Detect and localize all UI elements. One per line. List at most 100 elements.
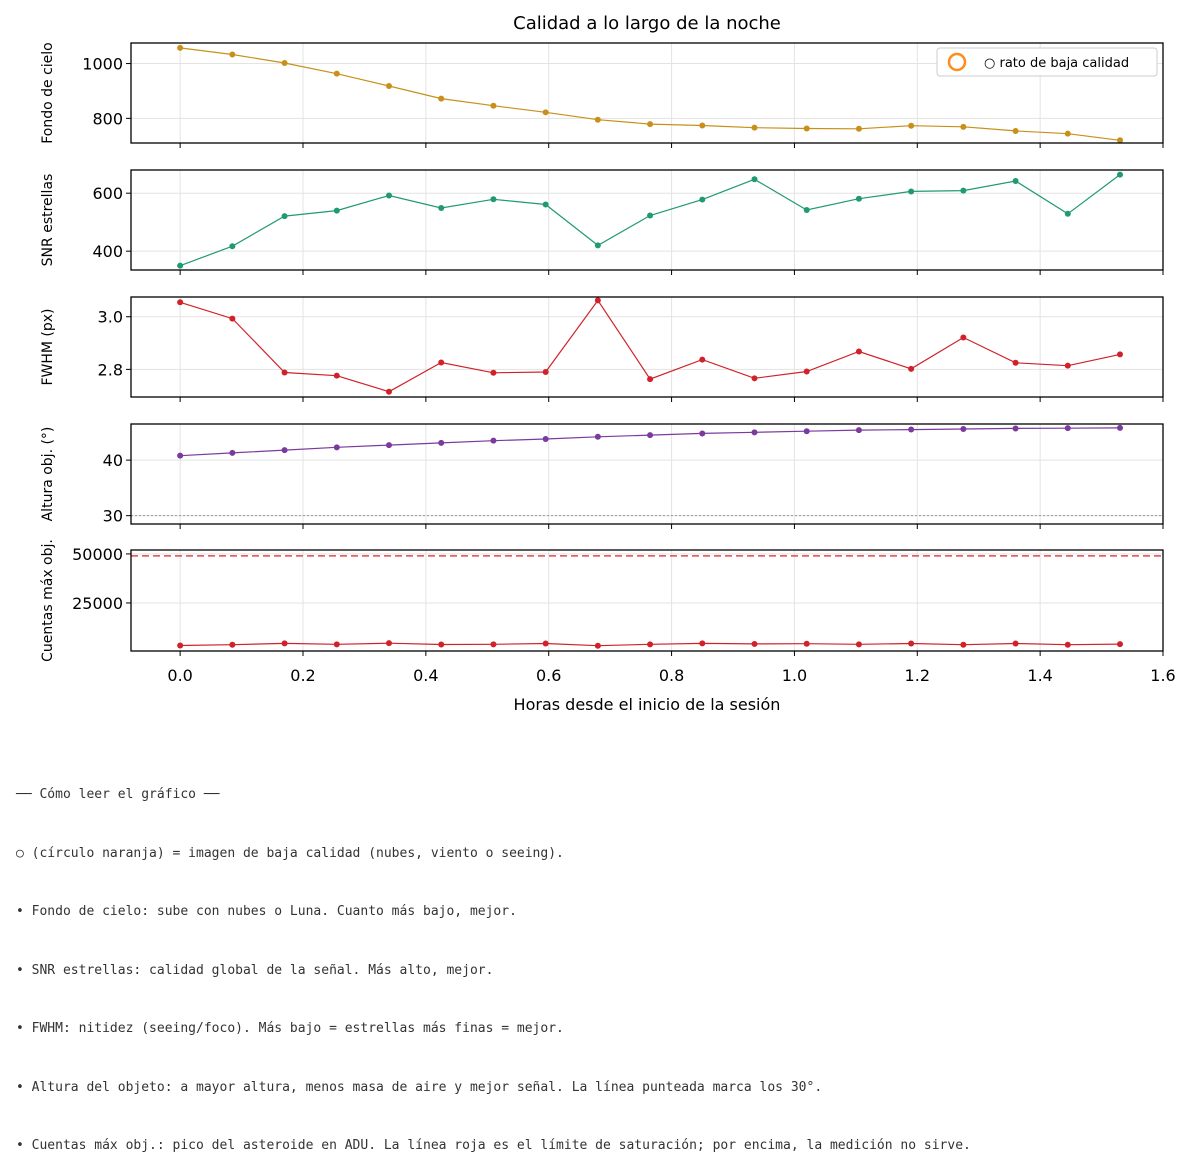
data-point bbox=[960, 123, 967, 130]
data-point bbox=[438, 641, 445, 648]
data-point bbox=[1117, 351, 1123, 358]
data-point bbox=[177, 44, 184, 51]
data-point bbox=[594, 242, 601, 249]
data-point bbox=[908, 122, 915, 129]
reading-notes: ── Cómo leer el gráfico ── ○ (círculo na… bbox=[16, 746, 971, 1175]
y-tick-label: 400 bbox=[92, 242, 123, 261]
data-point bbox=[1064, 210, 1071, 217]
data-point bbox=[438, 359, 445, 366]
data-point bbox=[1064, 641, 1071, 648]
data-point bbox=[1012, 425, 1019, 432]
data-point bbox=[333, 641, 340, 648]
data-point bbox=[751, 176, 758, 183]
data-point bbox=[1117, 171, 1123, 178]
data-point bbox=[281, 447, 288, 454]
data-point bbox=[855, 427, 862, 434]
data-point bbox=[542, 369, 549, 375]
data-point bbox=[594, 433, 601, 440]
data-point bbox=[333, 444, 340, 451]
data-point bbox=[542, 640, 549, 647]
data-point bbox=[908, 188, 915, 195]
panel-frame bbox=[130, 169, 1164, 271]
data-point bbox=[751, 429, 758, 436]
y-tick-label: 600 bbox=[92, 184, 123, 203]
data-point bbox=[333, 207, 340, 214]
y-tick-label: 50000 bbox=[72, 545, 123, 564]
data-point bbox=[1012, 127, 1019, 134]
data-point bbox=[386, 640, 392, 647]
data-point bbox=[855, 125, 862, 132]
chart-title: Calidad a lo largo de la noche bbox=[513, 13, 781, 34]
y-tick-label: 3.0 bbox=[98, 308, 123, 327]
data-point bbox=[594, 642, 601, 649]
data-point bbox=[908, 426, 915, 433]
data-point bbox=[647, 376, 654, 383]
data-point bbox=[490, 369, 497, 376]
y-tick-label: 1000 bbox=[82, 55, 123, 74]
data-point bbox=[803, 368, 810, 375]
data-point bbox=[594, 297, 601, 304]
data-point bbox=[229, 641, 236, 648]
data-point bbox=[803, 428, 810, 435]
y-axis-label: Altura obj. (°) bbox=[40, 427, 56, 522]
note-line: • Fondo de cielo: sube con nubes o Luna.… bbox=[16, 904, 517, 919]
data-point bbox=[177, 642, 184, 649]
data-point bbox=[542, 109, 549, 116]
panel-5: 25000 50000 Cuentas máx obj. bbox=[40, 539, 1164, 662]
data-point bbox=[386, 442, 392, 449]
y-axis-label: SNR estrellas bbox=[40, 174, 56, 267]
data-point bbox=[699, 356, 706, 363]
data-point bbox=[333, 70, 340, 77]
x-tick-label: 0.6 bbox=[536, 666, 561, 685]
panel-frame bbox=[130, 42, 1164, 144]
panel-4: 30 40 Altura obj. (°) bbox=[40, 423, 1164, 529]
data-point bbox=[751, 124, 758, 131]
data-point bbox=[281, 213, 288, 220]
x-tick-label: 1.4 bbox=[1027, 666, 1052, 685]
note-line: ○ (círculo naranja) = imagen de baja cal… bbox=[16, 845, 564, 861]
quality-chart: Calidad a lo largo de la noche 800 1000 Fo… bbox=[40, 13, 1176, 714]
data-point bbox=[855, 348, 862, 355]
data-point bbox=[751, 375, 758, 382]
data-point bbox=[490, 437, 497, 444]
data-point bbox=[960, 426, 967, 432]
series-line bbox=[179, 174, 1121, 267]
y-tick-label: 800 bbox=[92, 109, 123, 128]
y-axis-label: FWHM (px) bbox=[40, 308, 56, 385]
data-point bbox=[438, 95, 445, 102]
data-point bbox=[960, 641, 967, 648]
x-tick-label: 0.4 bbox=[413, 666, 438, 685]
data-point bbox=[1012, 640, 1019, 647]
panel-3: 2.8 3.0 FWHM (px) bbox=[40, 296, 1164, 402]
y-tick-label: 25000 bbox=[72, 594, 123, 613]
panel-frame bbox=[130, 423, 1164, 525]
data-point bbox=[647, 641, 654, 648]
data-point bbox=[960, 334, 967, 341]
x-axis-label: Horas desde el inicio de la sesión bbox=[514, 695, 781, 714]
circle-marker-icon bbox=[947, 52, 967, 72]
data-point bbox=[386, 388, 392, 395]
data-point bbox=[1117, 641, 1123, 648]
panel-frame bbox=[130, 549, 1164, 652]
data-point bbox=[699, 196, 706, 203]
data-point bbox=[699, 122, 706, 129]
data-point bbox=[438, 439, 445, 446]
data-point bbox=[542, 201, 549, 208]
note-line: • SNR estrellas: calidad global de la se… bbox=[16, 962, 494, 978]
data-point bbox=[490, 102, 497, 109]
data-point bbox=[229, 315, 236, 322]
data-point bbox=[281, 60, 288, 66]
data-point bbox=[229, 51, 236, 58]
data-point bbox=[751, 640, 758, 647]
y-axis-label: Cuentas máx obj. bbox=[40, 539, 56, 662]
x-tick-label: 0.2 bbox=[290, 666, 315, 685]
data-point bbox=[177, 262, 184, 269]
data-point bbox=[803, 207, 810, 213]
data-point bbox=[281, 369, 288, 376]
data-point bbox=[1012, 359, 1019, 366]
data-point bbox=[699, 430, 706, 437]
note-line: • Cuentas máx obj.: pico del asteroide e… bbox=[16, 1138, 971, 1153]
data-point bbox=[647, 212, 654, 219]
data-point bbox=[908, 640, 915, 647]
data-point bbox=[490, 641, 497, 648]
